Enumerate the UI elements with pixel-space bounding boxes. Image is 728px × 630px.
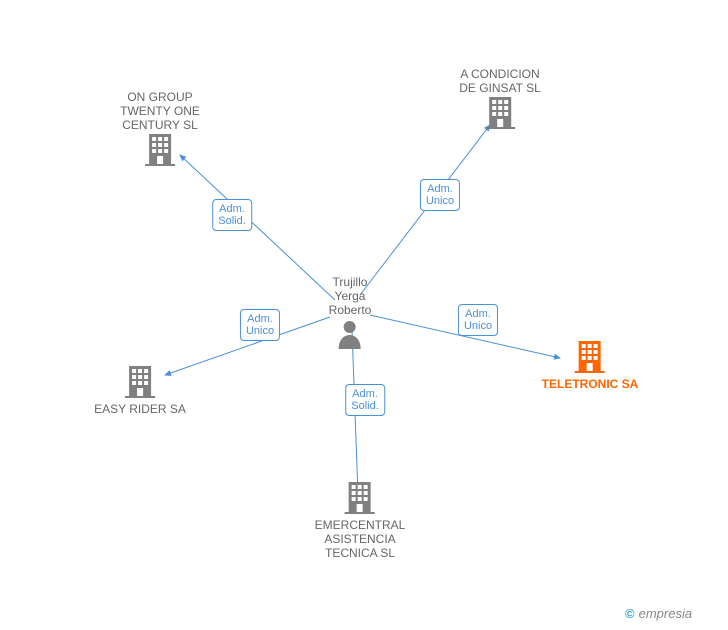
node-label: A CONDICION DE GINSAT SL — [459, 67, 541, 95]
building-icon-wrap — [120, 132, 200, 166]
building-icon-wrap — [94, 364, 186, 398]
copyright-symbol: © — [625, 606, 635, 621]
edge-label: Adm. Unico — [458, 304, 498, 336]
building-icon-wrap — [542, 339, 639, 373]
diagram-canvas: Trujillo Yerga Roberto ON GROUP TWENTY O… — [0, 0, 728, 630]
building-icon — [483, 95, 517, 129]
node-on-group: ON GROUP TWENTY ONE CENTURY SL — [120, 90, 200, 170]
node-person-center: Trujillo Yerga Roberto — [329, 275, 372, 349]
brand-footer: © empresia — [625, 606, 692, 621]
brand-text: mpresia — [646, 606, 692, 621]
edge-line — [180, 155, 335, 300]
edge-label: Adm. Solid. — [212, 199, 252, 231]
node-label: Trujillo Yerga Roberto — [329, 275, 372, 317]
building-icon — [143, 132, 177, 166]
building-icon — [343, 480, 377, 514]
person-icon — [337, 319, 363, 349]
person-icon-wrap — [329, 319, 372, 349]
building-icon-wrap — [459, 95, 541, 129]
node-emercentral: EMERCENTRAL ASISTENCIA TECNICA SL — [315, 480, 406, 560]
node-teletronic: TELETRONIC SA — [542, 339, 639, 391]
building-icon-wrap — [315, 480, 406, 514]
node-label: EMERCENTRAL ASISTENCIA TECNICA SL — [315, 518, 406, 560]
node-label: TELETRONIC SA — [542, 377, 639, 391]
edge-label: Adm. Solid. — [345, 384, 385, 416]
node-label: ON GROUP TWENTY ONE CENTURY SL — [120, 90, 200, 132]
building-icon — [123, 364, 157, 398]
brand-prefix: e — [639, 606, 646, 621]
node-a-condicion: A CONDICION DE GINSAT SL — [459, 67, 541, 133]
edge-label: Adm. Unico — [420, 179, 460, 211]
edge-label: Adm. Unico — [240, 309, 280, 341]
node-label: EASY RIDER SA — [94, 402, 186, 416]
building-icon — [573, 339, 607, 373]
node-easy-rider: EASY RIDER SA — [94, 364, 186, 416]
